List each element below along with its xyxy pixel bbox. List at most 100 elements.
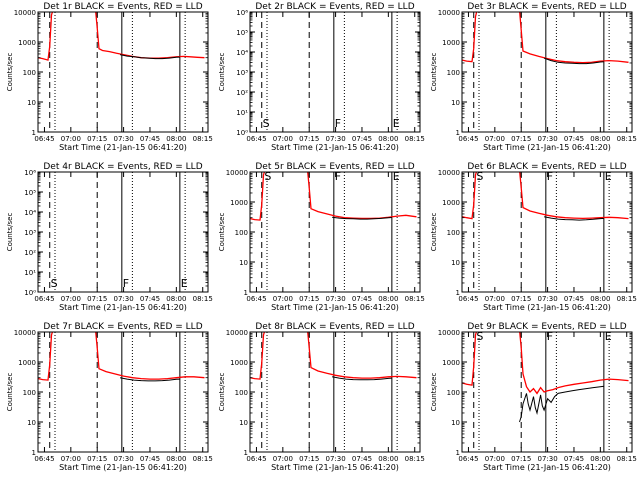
y-tick-label: 10¹ bbox=[24, 269, 36, 277]
y-axis-label: Counts/sec bbox=[6, 213, 14, 252]
x-tick-label: 07:00 bbox=[273, 295, 293, 303]
x-tick-label: 07:00 bbox=[61, 295, 81, 303]
x-tick-label: 07:30 bbox=[537, 135, 557, 143]
x-tick-label: 07:15 bbox=[87, 295, 107, 303]
x-tick-label: 08:00 bbox=[590, 135, 610, 143]
y-tick-label: 10 bbox=[451, 419, 460, 427]
x-tick-label: 07:15 bbox=[511, 455, 531, 463]
x-tick-label: 07:15 bbox=[511, 135, 531, 143]
y-tick-label: 1 bbox=[32, 449, 36, 457]
series-line-red bbox=[462, 172, 629, 220]
chart-title: Det 3r BLACK = Events, RED = LLD bbox=[467, 2, 626, 12]
y-tick-label: 1 bbox=[244, 289, 248, 297]
x-tick-label: 08:15 bbox=[617, 135, 637, 143]
chart-title: Det 4r BLACK = Events, RED = LLD bbox=[43, 162, 202, 172]
x-tick-label: 07:30 bbox=[113, 455, 133, 463]
x-tick-label: 08:15 bbox=[617, 295, 637, 303]
marker-label: S bbox=[263, 117, 270, 130]
y-axis-label: Counts/sec bbox=[218, 53, 226, 92]
x-axis-label: Start Time (21-Jan-15 06:41:20) bbox=[59, 143, 187, 152]
y-tick-label: 100 bbox=[235, 229, 248, 237]
series-line-red bbox=[462, 332, 629, 395]
y-tick-label: 100 bbox=[23, 389, 36, 397]
y-tick-label: 10000 bbox=[14, 9, 36, 17]
y-tick-label: 100 bbox=[447, 389, 460, 397]
series-line-red bbox=[250, 332, 417, 380]
y-tick-label: 10000 bbox=[438, 329, 460, 337]
x-tick-label: 07:00 bbox=[485, 295, 505, 303]
marker-label: E bbox=[181, 277, 188, 290]
chart-title: Det 1r BLACK = Events, RED = LLD bbox=[43, 2, 202, 12]
y-axis-label: Counts/sec bbox=[430, 53, 438, 92]
x-tick-label: 07:00 bbox=[61, 135, 81, 143]
series-line-black bbox=[120, 377, 180, 382]
x-tick-label: 07:15 bbox=[299, 295, 319, 303]
y-tick-label: 1000 bbox=[230, 359, 248, 367]
chart-title: Det 8r BLACK = Events, RED = LLD bbox=[255, 322, 414, 332]
y-tick-label: 1000 bbox=[18, 39, 36, 47]
y-tick-label: 1 bbox=[32, 129, 36, 137]
x-tick-label: 06:45 bbox=[34, 295, 54, 303]
x-tick-label: 07:00 bbox=[485, 135, 505, 143]
marker-label: S bbox=[264, 170, 271, 183]
marker-label: S bbox=[51, 277, 58, 290]
chart-panel-3: Det 3r BLACK = Events, RED = LLD 1 10 100 10… bbox=[430, 2, 637, 152]
marker-label: F bbox=[335, 117, 341, 130]
y-tick-label: 100 bbox=[23, 69, 36, 77]
series-line-black bbox=[332, 216, 392, 220]
x-tick-label: 08:00 bbox=[590, 295, 610, 303]
x-tick-label: 06:45 bbox=[34, 135, 54, 143]
x-tick-label: 06:45 bbox=[34, 455, 54, 463]
y-axis-label: Counts/sec bbox=[430, 373, 438, 412]
marker-label: E bbox=[605, 330, 612, 343]
y-tick-label: 10000 bbox=[14, 329, 36, 337]
series-line-black bbox=[119, 54, 180, 60]
x-tick-label: 08:15 bbox=[193, 135, 213, 143]
x-axis-label: Start Time (21-Jan-15 06:41:20) bbox=[271, 463, 399, 472]
chart-title: Det 6r BLACK = Events, RED = LLD bbox=[467, 162, 626, 172]
y-tick-label: 1 bbox=[456, 289, 460, 297]
y-axis-label: Counts/sec bbox=[6, 53, 14, 92]
y-tick-label: 10 bbox=[27, 99, 36, 107]
x-tick-label: 08:00 bbox=[378, 455, 398, 463]
x-tick-label: 08:15 bbox=[405, 135, 425, 143]
x-tick-label: 07:00 bbox=[273, 135, 293, 143]
x-axis-label: Start Time (21-Jan-15 06:41:20) bbox=[271, 143, 399, 152]
x-axis-label: Start Time (21-Jan-15 06:41:20) bbox=[483, 463, 611, 472]
x-tick-label: 07:15 bbox=[299, 135, 319, 143]
y-tick-label: 1000 bbox=[442, 359, 460, 367]
x-tick-label: 06:45 bbox=[458, 295, 478, 303]
y-tick-label: 10000 bbox=[226, 329, 248, 337]
chart-panel-8: Det 8r BLACK = Events, RED = LLD 1 10 100 10… bbox=[218, 322, 425, 472]
y-tick-label: 10 bbox=[451, 259, 460, 267]
x-tick-label: 07:45 bbox=[352, 135, 372, 143]
y-tick-label: 10⁵ bbox=[236, 29, 248, 37]
x-tick-label: 08:15 bbox=[193, 455, 213, 463]
x-tick-label: 06:45 bbox=[458, 455, 478, 463]
x-tick-label: 08:00 bbox=[166, 295, 186, 303]
x-tick-label: 08:00 bbox=[378, 135, 398, 143]
y-tick-label: 10 bbox=[451, 99, 460, 107]
y-tick-label: 1000 bbox=[442, 39, 460, 47]
x-tick-label: 08:15 bbox=[405, 455, 425, 463]
series-line-black bbox=[543, 57, 604, 65]
y-tick-label: 100 bbox=[447, 229, 460, 237]
x-tick-label: 07:45 bbox=[352, 455, 372, 463]
y-tick-label: 10³ bbox=[236, 69, 248, 77]
x-tick-label: 07:45 bbox=[352, 295, 372, 303]
chart-title: Det 9r BLACK = Events, RED = LLD bbox=[467, 322, 626, 332]
marker-label: E bbox=[393, 170, 400, 183]
x-axis-label: Start Time (21-Jan-15 06:41:20) bbox=[59, 463, 187, 472]
y-tick-label: 1 bbox=[244, 449, 248, 457]
x-tick-label: 06:45 bbox=[246, 455, 266, 463]
y-tick-label: 10⁴ bbox=[24, 209, 36, 217]
x-tick-label: 07:15 bbox=[511, 295, 531, 303]
series-line-red bbox=[462, 12, 629, 64]
y-tick-label: 10¹ bbox=[236, 109, 248, 117]
marker-label: E bbox=[393, 117, 400, 130]
